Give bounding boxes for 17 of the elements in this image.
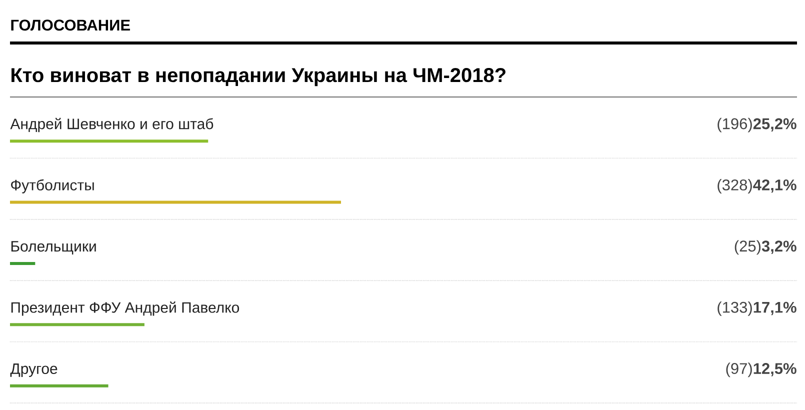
bar: [10, 140, 208, 143]
y-tick-label: Андрей Шевченко и его штаб: [10, 118, 214, 132]
bar: [10, 384, 108, 388]
data-label: (97)12,5%: [726, 362, 796, 378]
bar: [10, 200, 341, 204]
bar: [10, 262, 36, 265]
chart-title: ГОЛОСОВАНИЕ: [11, 20, 130, 31]
bar: [10, 323, 144, 326]
chart-subtitle: Кто виноват в непопадании Украины на ЧМ-2018?: [12, 68, 506, 86]
data-label: (196)25,2%: [718, 118, 796, 132]
data-label: (25)3,2%: [734, 240, 796, 255]
data-label: (328)42,1%: [718, 179, 796, 194]
y-tick-label: Президент ФФУ Андрей Павелко: [11, 302, 240, 316]
y-tick-label: Болельщики: [11, 241, 96, 254]
y-tick-label: Другое: [10, 364, 58, 377]
y-tick-label: Футболисты: [11, 179, 94, 194]
data-label: (133)17,1%: [718, 301, 796, 316]
